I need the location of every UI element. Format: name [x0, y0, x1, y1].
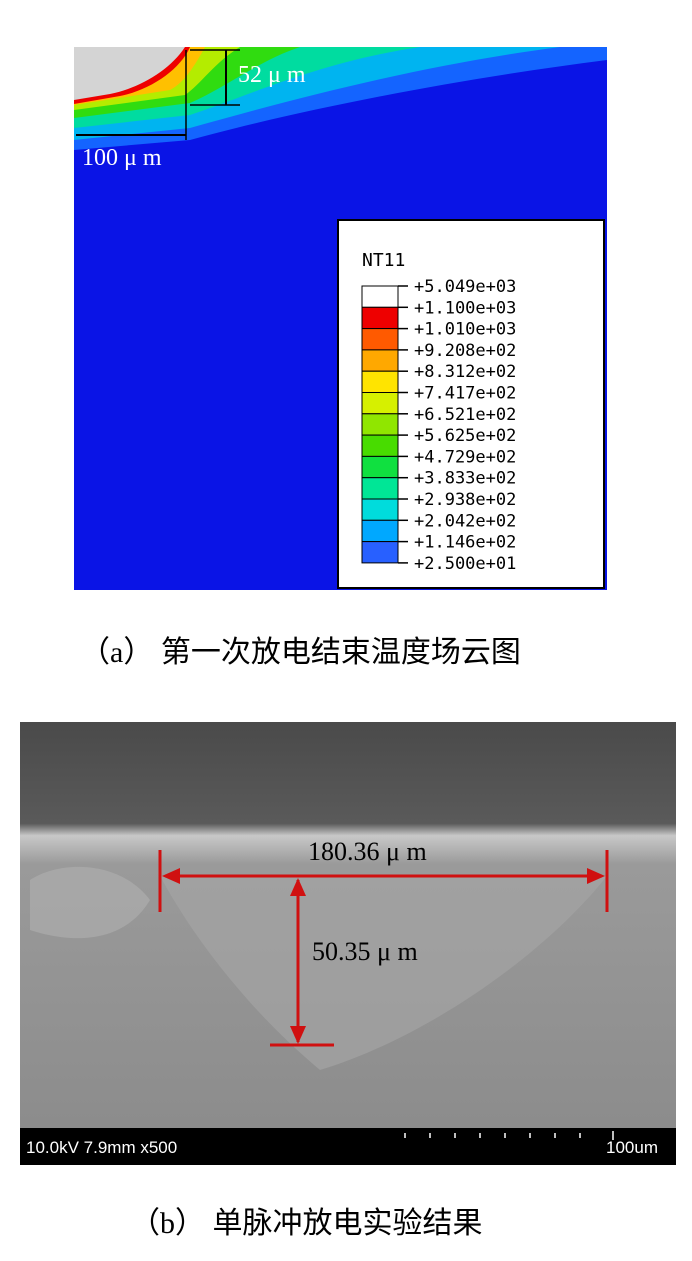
legend-swatch	[361, 285, 399, 308]
legend-label: +2.500e+01	[414, 554, 516, 574]
legend-scale: +5.049e+03+1.100e+03+1.010e+03+9.208e+02…	[361, 277, 516, 574]
legend-label: +7.417e+02	[414, 384, 516, 404]
legend-label: +4.729e+02	[414, 447, 516, 467]
legend-swatch	[361, 519, 399, 543]
legend-title: NT11	[362, 250, 405, 271]
width-label: 100 μ m	[82, 145, 162, 171]
legend-swatch	[361, 392, 399, 415]
sem-image: 10.0kV 7.9mm x500 100um 180.36 μ m 50.35…	[20, 722, 676, 1165]
legend-swatch	[361, 455, 399, 479]
sem-info: 10.0kV 7.9mm x500	[26, 1138, 177, 1157]
legend-label: +8.312e+02	[414, 362, 516, 382]
legend-label: +1.100e+03	[414, 298, 516, 318]
legend-swatch	[361, 498, 399, 521]
depth-label: 50.35 μ m	[312, 937, 418, 966]
legend-label: +1.146e+02	[414, 533, 516, 553]
legend-swatch	[361, 541, 399, 564]
legend-swatch	[361, 370, 399, 394]
legend-swatch	[361, 434, 399, 457]
legend-label: +3.833e+02	[414, 469, 516, 489]
legend-swatch	[361, 349, 399, 372]
depth-label: 52 μ m	[238, 62, 306, 88]
legend-swatch	[361, 413, 399, 436]
caption-b: （b） 单脉冲放电实验结果	[130, 1207, 483, 1240]
legend-label: +2.938e+02	[414, 490, 516, 510]
legend-swatch	[361, 328, 399, 351]
simulation-image: 52 μ m 100 μ m NT11 +5.049e+03+1.100e+03…	[74, 47, 607, 590]
legend-label: +1.010e+03	[414, 320, 516, 340]
caption-a: （a） 第一次放电结束温度场云图	[80, 636, 521, 669]
legend-label: +6.521e+02	[414, 405, 516, 425]
legend-label: +5.625e+02	[414, 426, 516, 446]
legend-swatch	[361, 306, 399, 330]
width-label: 180.36 μ m	[308, 837, 427, 866]
legend-label: +5.049e+03	[414, 277, 516, 297]
legend-swatch	[361, 477, 399, 500]
legend-label: +2.042e+02	[414, 511, 516, 531]
legend-label: +9.208e+02	[414, 341, 516, 361]
scale-label: 100um	[606, 1138, 658, 1157]
